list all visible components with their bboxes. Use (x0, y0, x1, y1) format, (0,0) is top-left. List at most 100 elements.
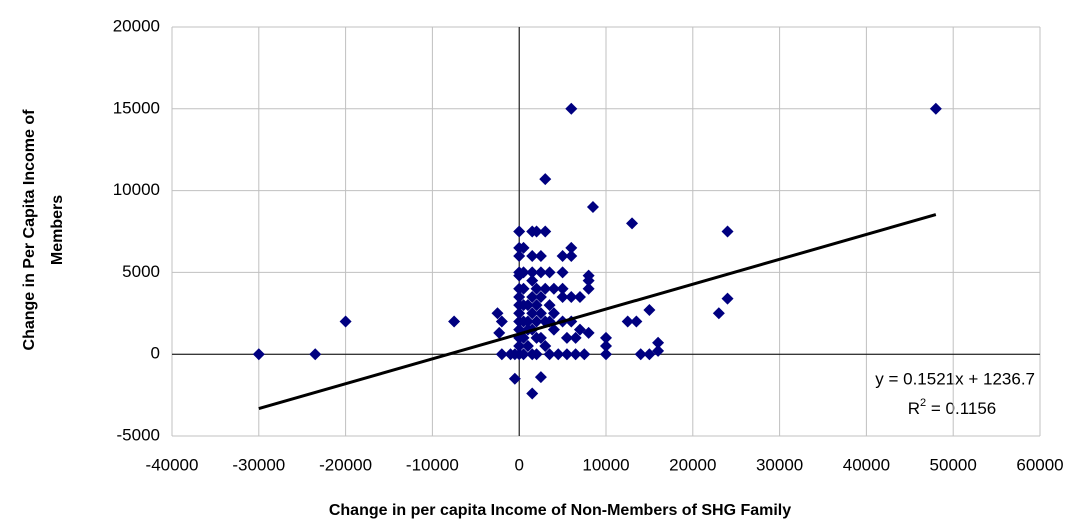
data-point (534, 307, 547, 320)
x-axis-title: Change in per capita Income of Non-Membe… (329, 502, 791, 519)
data-point (530, 315, 543, 328)
data-point (534, 266, 547, 279)
data-point (530, 282, 543, 295)
x-tick-label: 60000 (1016, 455, 1063, 474)
data-point (495, 348, 508, 361)
data-point (495, 315, 508, 328)
data-point (600, 331, 612, 344)
data-point (530, 348, 543, 361)
x-tick-label: 50000 (930, 455, 977, 474)
x-tick-label: 40000 (843, 455, 890, 474)
data-point (543, 266, 556, 279)
x-tick-label: -10000 (406, 455, 459, 474)
r-squared-part: 2 (920, 397, 926, 409)
data-point (526, 387, 539, 400)
data-point (539, 173, 552, 186)
data-point (569, 331, 582, 344)
data-point (539, 225, 552, 238)
data-point (526, 250, 539, 263)
x-tick-label: 30000 (756, 455, 803, 474)
x-tick-label: -30000 (232, 455, 285, 474)
data-point (513, 250, 526, 263)
data-point (448, 315, 461, 328)
data-point (526, 290, 539, 303)
data-point (556, 266, 569, 279)
y-axis-title: Members (49, 195, 66, 265)
data-point (565, 290, 578, 303)
data-point (526, 266, 539, 279)
data-point (547, 282, 560, 295)
data-point (552, 348, 565, 361)
y-tick-label: 20000 (113, 16, 160, 35)
x-tick-label: -40000 (146, 455, 199, 474)
data-point (252, 348, 265, 361)
data-point (513, 307, 526, 320)
data-point (586, 200, 599, 213)
data-point (534, 290, 547, 303)
data-point (339, 315, 352, 328)
data-point (630, 315, 643, 328)
y-axis-title: Change in Per Capita Income of (21, 109, 38, 351)
data-point (634, 348, 647, 361)
data-point (539, 340, 552, 353)
data-point (539, 282, 552, 295)
data-point (556, 250, 569, 263)
r-squared-part: = 0.1156 (926, 399, 996, 418)
data-point (600, 348, 612, 361)
trendline (258, 213, 937, 411)
data-point (565, 102, 578, 115)
data-point (534, 371, 547, 384)
data-point (521, 315, 534, 328)
data-point (712, 307, 725, 320)
data-point (600, 340, 612, 353)
data-point (582, 269, 595, 282)
data-point (556, 282, 569, 295)
data-point (526, 274, 539, 287)
data-point (721, 225, 734, 238)
y-tick-label: -5000 (117, 425, 160, 444)
data-point (626, 217, 639, 230)
r-squared-part: R (908, 399, 920, 418)
r-squared: R2 = 0.1156 (908, 397, 997, 419)
data-point (643, 304, 656, 317)
trend-equation: y = 0.1521x + 1236.7 (875, 369, 1035, 388)
data-point (526, 307, 539, 320)
data-point (556, 290, 569, 303)
data-point (560, 331, 573, 344)
data-point (565, 250, 578, 263)
data-point (543, 299, 556, 312)
data-point (491, 307, 504, 320)
data-point (543, 348, 556, 361)
data-point (652, 336, 665, 349)
data-point (569, 348, 582, 361)
y-tick-label: 5000 (122, 262, 160, 281)
data-point (530, 225, 543, 238)
data-point (582, 326, 595, 339)
data-point (521, 299, 534, 312)
data-point (578, 348, 591, 361)
data-point (493, 326, 506, 339)
y-tick-label: 0 (151, 344, 160, 363)
data-point (547, 323, 560, 336)
data-point (530, 299, 543, 312)
data-point (513, 290, 526, 303)
y-tick-label: 10000 (113, 180, 160, 199)
data-point (521, 340, 534, 353)
data-point (517, 348, 530, 361)
data-point (309, 348, 322, 361)
data-point (508, 348, 521, 361)
data-point (517, 282, 530, 295)
data-point (513, 340, 526, 353)
x-tick-label: -20000 (319, 455, 372, 474)
data-point (652, 344, 665, 357)
data-point (513, 225, 526, 238)
data-point (534, 331, 547, 344)
data-point (621, 315, 634, 328)
y-tick-label: 15000 (113, 98, 160, 117)
data-point (582, 282, 595, 295)
data-point (929, 102, 942, 115)
x-tick-label: 0 (514, 455, 523, 474)
data-point (565, 241, 578, 254)
data-point (547, 307, 560, 320)
